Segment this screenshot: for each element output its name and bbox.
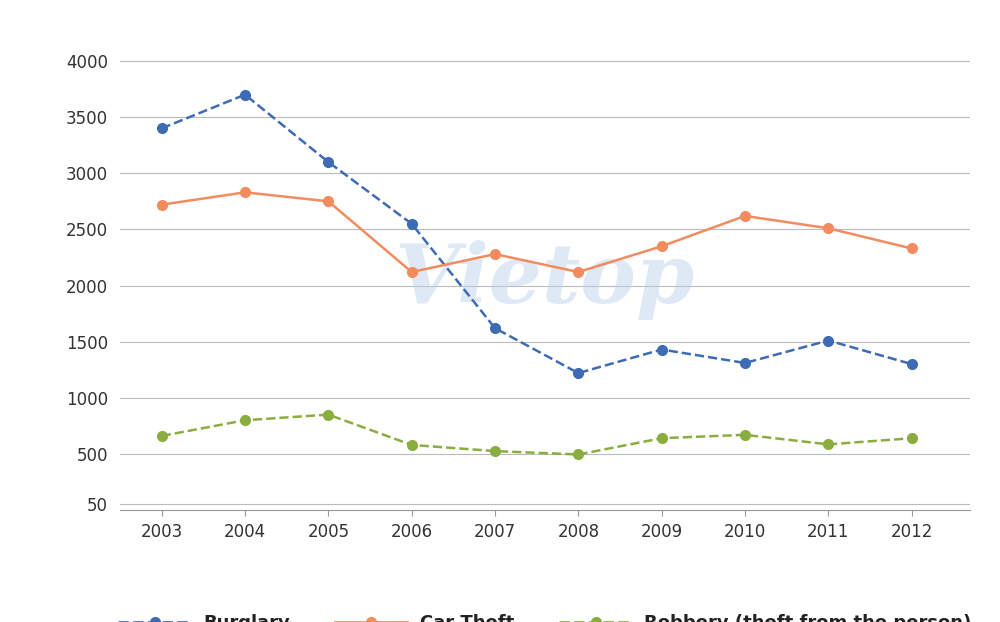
Legend: Burglary, Car Theft, Robbery (theft from the person): Burglary, Car Theft, Robbery (theft from… [111, 606, 979, 622]
Text: Vietop: Vietop [395, 240, 695, 320]
